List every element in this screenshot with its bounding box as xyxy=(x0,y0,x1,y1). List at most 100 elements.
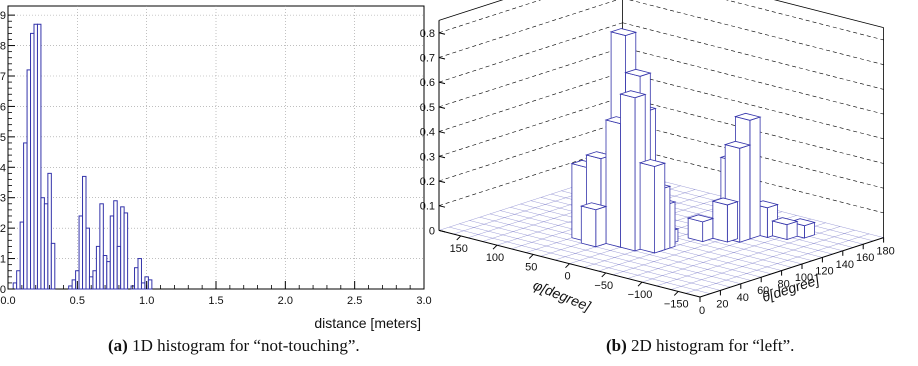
histogram-bar xyxy=(47,172,52,290)
z-tick-label: 0 xyxy=(429,225,435,237)
lego-bar xyxy=(686,214,715,243)
caption-b: (b) 2D histogram for “left”. xyxy=(606,336,794,356)
histogram-bar xyxy=(95,245,101,290)
z-tick-label: 0.2 xyxy=(420,176,435,188)
lego-bar-top xyxy=(723,140,752,149)
z-tick-label: 0.8 xyxy=(420,28,435,40)
z-tick-mark xyxy=(438,106,446,109)
histogram-bar xyxy=(82,175,87,290)
y-tick-label-a: 9 xyxy=(0,10,6,22)
theta-tick-label: 120 xyxy=(815,265,833,277)
histogram-bar xyxy=(50,242,56,290)
lego-bar-face xyxy=(595,205,607,248)
x-tick-label-a: 0.0 xyxy=(0,295,15,307)
phi-axis-b: 150 100 50 0 −50 −100 −150 xyxy=(450,235,689,310)
lego-bar-face xyxy=(749,116,761,240)
lego-bar-top xyxy=(638,159,667,167)
histogram-bar xyxy=(120,206,125,290)
x-axis-a: 0.0 0.5 1.0 1.5 2.0 2.5 3.0 xyxy=(0,281,432,307)
y-tick-label-a: 7 xyxy=(0,71,6,83)
floor-gridline xyxy=(670,230,855,290)
y-tick-label-a: 5 xyxy=(0,132,6,144)
wall-gridline xyxy=(438,96,623,157)
z-tick-mark xyxy=(438,180,446,183)
bars-a xyxy=(12,23,153,290)
caption-a: (a) 1D histogram for “not-touching”. xyxy=(108,336,360,356)
x-tick-label-a: 2.5 xyxy=(347,295,362,307)
theta-tick-label: 40 xyxy=(737,292,749,304)
theta-tick-label: 80 xyxy=(777,279,789,291)
histogram-bar xyxy=(30,32,35,290)
histogram-bar xyxy=(116,245,122,290)
histogram-bar xyxy=(26,69,32,290)
theta-tick-label: 0 xyxy=(699,305,705,317)
theta-tick-label: 20 xyxy=(716,298,728,310)
histogram-bar xyxy=(16,270,21,290)
wall-gridline xyxy=(622,22,884,90)
wall-gridline xyxy=(725,0,884,41)
x-tick-label-a: 0.5 xyxy=(70,295,85,307)
z-tick-label: 0.6 xyxy=(420,77,435,89)
gridlines-a xyxy=(8,6,424,289)
histogram-bar xyxy=(71,279,77,290)
lego-bar-face xyxy=(712,200,728,243)
lego-bar xyxy=(711,197,739,243)
histogram-bar xyxy=(19,221,25,290)
lego-bar xyxy=(638,159,667,254)
figure-canvas: 0 1 2 3 4 5 6 7 8 9 0.0 0.5 1.0 1.5 2.0 2.5 3.0 distanc… xyxy=(0,0,895,331)
theta-tick-label: 100 xyxy=(795,272,813,284)
lego-bar-top xyxy=(686,214,715,223)
histogram-bar xyxy=(109,215,115,290)
histogram-bar xyxy=(113,200,118,290)
z-tick-label: 0.5 xyxy=(420,102,435,114)
histogram-bar xyxy=(99,203,104,290)
histogram-bar xyxy=(140,282,146,290)
y-tick-label-a: 6 xyxy=(0,101,6,113)
z-tick-mark xyxy=(438,155,446,159)
y-tick-label-a: 4 xyxy=(0,162,6,174)
y-tick-label-a: 8 xyxy=(0,41,6,53)
lego-bar-top xyxy=(624,68,652,77)
z-tick-label: 0.7 xyxy=(420,52,435,64)
z-tick-mark xyxy=(438,205,446,208)
theta-axis-label: θ[degree] xyxy=(760,271,822,305)
theta-axis-line xyxy=(699,237,884,298)
lego-bar-top xyxy=(609,28,638,36)
wall-gridline xyxy=(622,47,884,115)
y-axis-a: 0 1 2 3 4 5 6 7 8 9 xyxy=(0,10,15,296)
histogram-bar xyxy=(40,197,45,290)
histogram-2d-lego: 00.10.20.30.40.50.60.70.8 02040608010012… xyxy=(420,0,895,317)
y-tick-label-a: 0 xyxy=(0,284,6,296)
lego-bar-top xyxy=(733,112,762,121)
histogram-bar xyxy=(23,142,28,290)
x-tick-label-a: 1.5 xyxy=(208,295,223,307)
lego-bar-top xyxy=(579,202,608,211)
z-tick-label: 0.1 xyxy=(420,201,435,213)
lego-bar-face xyxy=(639,162,655,254)
x-axis-label-a: distance [meters] xyxy=(314,315,421,331)
theta-tick-label: 60 xyxy=(757,285,769,297)
phi-tick-label: −100 xyxy=(628,289,653,301)
histogram-bar xyxy=(68,285,73,290)
wall-gridline xyxy=(628,0,884,65)
histogram-bar xyxy=(92,270,97,290)
phi-tick-mark xyxy=(601,272,607,278)
wall-gridline xyxy=(438,0,542,34)
z-tick-mark xyxy=(438,81,446,85)
histogram-bar xyxy=(137,258,142,290)
histogram-bar xyxy=(147,279,153,290)
phi-tick-label: 50 xyxy=(525,261,537,273)
phi-tick-label: −50 xyxy=(594,280,613,292)
phi-tick-label: 150 xyxy=(450,243,468,255)
phi-tick-mark xyxy=(492,244,498,250)
theta-tick-label: 140 xyxy=(836,259,854,271)
box-edge xyxy=(438,0,504,21)
z-tick-label: 0.3 xyxy=(420,151,435,163)
phi-tick-mark xyxy=(565,263,570,269)
wall-gridline xyxy=(622,71,884,140)
histogram-bar xyxy=(36,23,42,290)
lego-bar-face xyxy=(702,217,714,243)
histogram-bar xyxy=(106,261,111,290)
phi-tick-mark xyxy=(456,235,462,241)
y-tick-label-a: 1 xyxy=(0,254,6,266)
